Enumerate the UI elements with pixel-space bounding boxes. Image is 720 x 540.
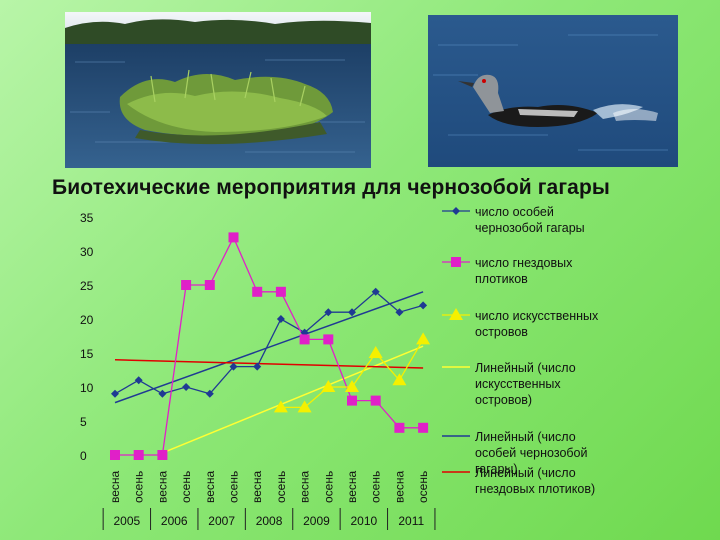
trendline [114, 291, 424, 404]
y-axis-labels: 0 5 10 15 20 25 30 35 [80, 211, 94, 463]
loon-photo [428, 15, 678, 167]
slide-title: Биотехические мероприятия для чернозобой… [52, 176, 610, 199]
legend: число особей чернозобой гагары число гнезд… [442, 205, 599, 496]
legend-label: Линейный (число гнездовых плотиков) [475, 466, 595, 496]
year-label: 2009 [303, 514, 330, 528]
legend-label: число особей чернозобой гагары [475, 205, 585, 235]
x-category-label: осень [321, 471, 335, 503]
point-marker [158, 389, 167, 398]
legend-marker [449, 308, 463, 320]
x-category-label: осень [179, 471, 193, 503]
legend-label: Линейный (число особей чернозобой гагары) [475, 430, 588, 476]
y-tick-label: 30 [80, 245, 94, 259]
series-line [115, 235, 424, 456]
point-marker [297, 400, 312, 413]
point-marker [229, 362, 238, 371]
point-marker [368, 346, 383, 358]
series-lines [114, 235, 424, 456]
point-marker [347, 395, 357, 406]
y-tick-label: 5 [80, 415, 87, 429]
point-marker [371, 287, 380, 296]
y-tick-label: 10 [80, 381, 94, 395]
legend-marker [452, 207, 460, 215]
year-label: 2010 [350, 514, 377, 528]
y-tick-label: 35 [80, 211, 94, 225]
y-tick-label: 15 [80, 347, 94, 361]
point-marker [348, 308, 356, 317]
series-line [114, 290, 424, 395]
point-marker [370, 395, 381, 406]
x-category-label: весна [345, 470, 359, 503]
y-tick-label: 25 [80, 279, 94, 293]
x-category-label: весна [203, 470, 217, 503]
point-marker [182, 383, 191, 391]
island-photo [65, 12, 371, 168]
point-marker [392, 373, 407, 386]
point-marker [276, 315, 285, 323]
x-category-label: весна [108, 470, 122, 503]
point-marker [111, 389, 119, 398]
trendline [162, 345, 424, 454]
trendlines [114, 291, 424, 454]
point-marker [205, 389, 214, 398]
point-marker [324, 308, 333, 317]
point-marker [395, 308, 404, 317]
point-marker [157, 450, 168, 460]
year-label: 2006 [161, 514, 188, 528]
x-category-label: осень [227, 471, 241, 503]
point-marker [416, 332, 431, 345]
y-tick-label: 20 [80, 313, 94, 327]
x-category-label: весна [392, 470, 406, 503]
point-marker [204, 280, 215, 290]
legend-label: число искусственных островов [475, 309, 599, 339]
legend-marker [451, 257, 461, 267]
x-category-label: осень [416, 471, 430, 503]
point-marker [299, 334, 310, 345]
x-category-label: весна [155, 470, 169, 503]
x-axis: весна осень весна осень весна осень весна осень… [102, 470, 436, 530]
year-label: 2005 [113, 514, 140, 528]
year-label: 2008 [256, 514, 283, 528]
point-marker [323, 334, 334, 345]
point-marker [345, 380, 359, 392]
x-category-label: осень [274, 471, 288, 503]
x-category-label: весна [298, 470, 312, 503]
legend-label: Линейный (число искусственных островов) [475, 361, 576, 407]
point-marker [110, 450, 120, 460]
point-marker [321, 380, 336, 392]
year-label: 2011 [398, 514, 424, 528]
point-marker [181, 280, 192, 290]
year-label: 2007 [208, 514, 235, 528]
series-markers [110, 232, 431, 460]
legend-label: число гнездовых плотиков [475, 256, 573, 286]
point-marker [253, 362, 262, 371]
point-marker [418, 422, 429, 433]
trendline [114, 359, 424, 369]
x-category-label: весна [250, 470, 264, 503]
y-tick-label: 0 [80, 449, 87, 463]
point-marker [133, 450, 144, 460]
x-category-label: осень [369, 471, 383, 503]
point-marker [273, 400, 288, 413]
point-marker [394, 422, 405, 433]
point-marker [134, 376, 143, 385]
point-marker [228, 232, 239, 243]
x-category-label: осень [132, 471, 146, 503]
point-marker [275, 286, 286, 297]
point-marker [252, 286, 263, 297]
point-marker [419, 301, 428, 310]
